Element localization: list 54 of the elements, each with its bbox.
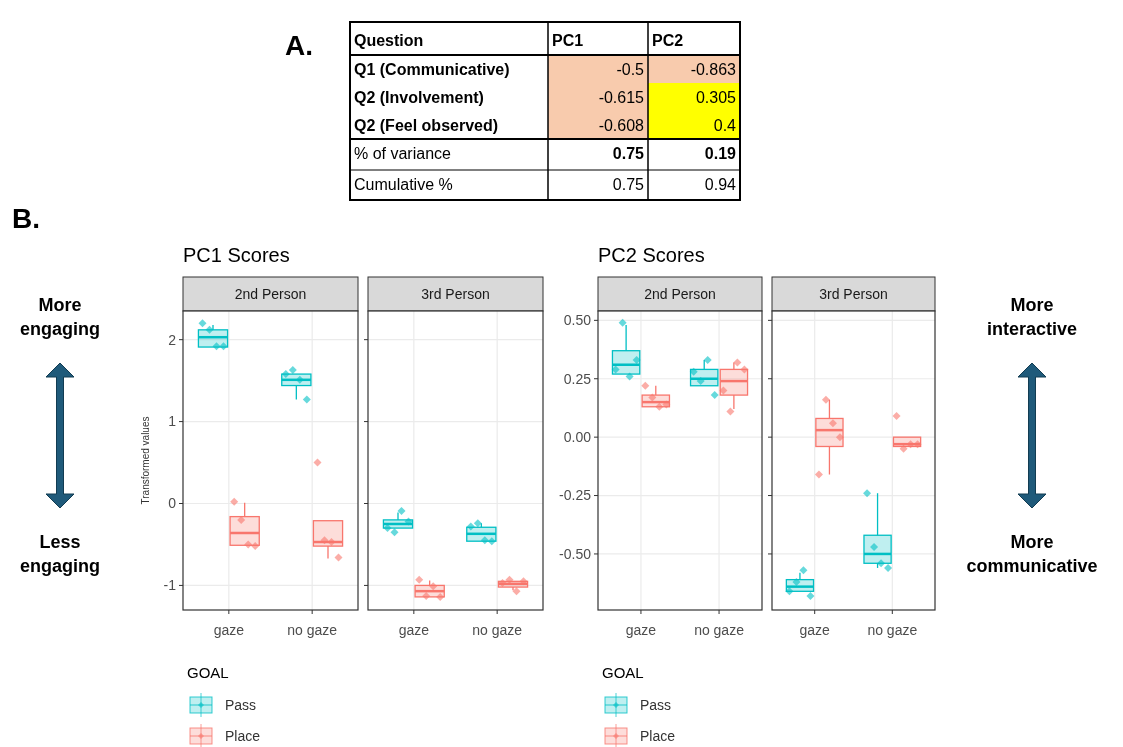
legend-title: GOAL [602, 664, 644, 681]
x-tick-label: no gaze [472, 622, 523, 638]
category-label: % of variance [354, 145, 451, 162]
x-tick-label: gaze [799, 622, 831, 638]
y-tick-label: 0 [168, 495, 177, 512]
legend-label: Pass [225, 696, 257, 713]
chart-subtitle: 2nd Person [234, 286, 307, 302]
text: -0.615 [598, 89, 644, 106]
y-tick-label: 0.00 [563, 429, 592, 446]
y-tick-label: 2 [168, 331, 177, 348]
text: -0.863 [690, 61, 736, 78]
x-tick-label: gaze [398, 622, 430, 638]
text: 0.75 [612, 145, 644, 162]
legend-label: Place [640, 727, 676, 744]
category-label: Q2 (Feel observed) [354, 117, 499, 134]
legend-label: Pass [640, 696, 672, 713]
text: More engaging [20, 295, 100, 339]
chart-title: PC1 Scores [183, 244, 290, 266]
chart-subtitle: 3rd Person [819, 286, 888, 302]
category-label: Cumulative % [354, 176, 453, 193]
text: 0.4 [713, 117, 736, 134]
y-tick-label: 0.25 [563, 370, 592, 387]
chart-subtitle: 2nd Person [644, 286, 716, 302]
category-label: PC1 [552, 32, 584, 49]
y-tick-label: -1 [163, 577, 177, 594]
chart-subtitle: 3rd Person [421, 286, 490, 302]
legend-title: GOAL [187, 664, 229, 681]
x-tick-label: no gaze [694, 622, 745, 638]
text: More communicative [966, 532, 1098, 576]
chart-title: PC2 Scores [598, 244, 705, 266]
y-tick-label: 1 [168, 413, 177, 430]
x-tick-label: gaze [625, 622, 657, 638]
y-tick-label: -0.50 [559, 545, 592, 562]
text: B. [12, 203, 40, 234]
x-tick-label: no gaze [867, 622, 918, 638]
category-label: Q1 (Communicative) [354, 61, 510, 78]
text: More interactive [986, 295, 1078, 339]
text: 0.75 [612, 176, 644, 193]
x-tick-label: gaze [213, 622, 245, 638]
text: 0.305 [695, 89, 736, 106]
y-axis-title: Transformed values [140, 416, 151, 505]
y-tick-label: 0.50 [563, 312, 592, 329]
y-tick-label: -0.25 [559, 487, 592, 504]
category-label: PC2 [652, 32, 684, 49]
category-label: Question [354, 32, 424, 49]
legend-label: Place [225, 727, 261, 744]
text: 0.94 [704, 176, 736, 193]
x-tick-label: no gaze [287, 622, 338, 638]
category-label: Q2 (Involvement) [354, 89, 484, 106]
text: 0.19 [704, 145, 736, 162]
text: A. [285, 30, 313, 61]
text: Less engaging [20, 532, 100, 576]
text: -0.5 [616, 61, 644, 78]
text: -0.608 [598, 117, 644, 134]
